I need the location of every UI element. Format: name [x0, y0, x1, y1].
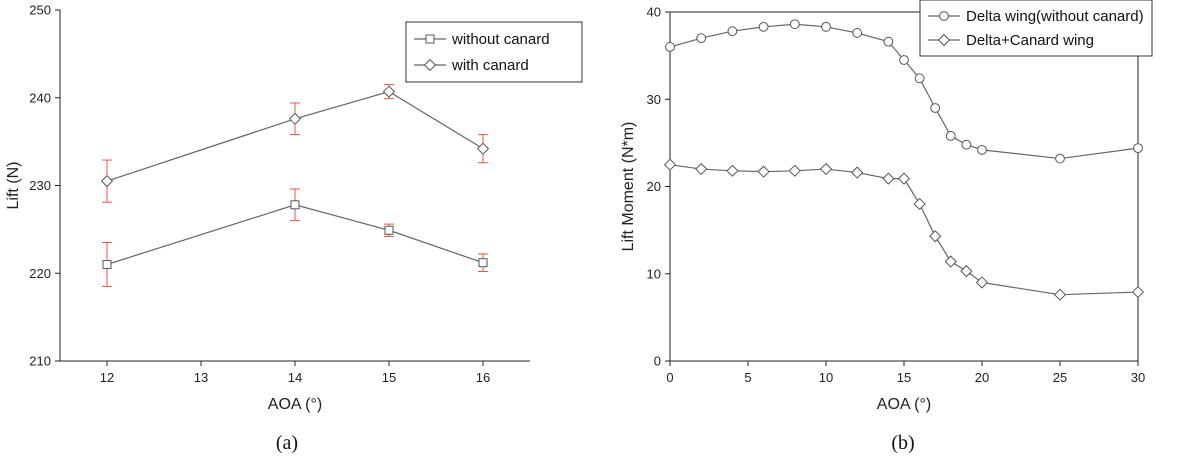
data-point: [914, 73, 925, 84]
data-point: [476, 142, 490, 155]
y-axis-label: Lift Moment (N*m): [620, 122, 637, 252]
legend-marker: [937, 33, 951, 47]
data-point: [960, 265, 973, 278]
x-tick-label: 20: [975, 370, 989, 385]
data-point: [758, 21, 769, 32]
x-tick-label: 15: [897, 370, 911, 385]
data-point: [757, 165, 770, 178]
y-tick-label: 10: [647, 266, 661, 281]
data-point: [1131, 285, 1145, 299]
data-point: [961, 139, 972, 150]
data-point: [100, 175, 114, 188]
data-point: [883, 36, 894, 47]
data-point: [882, 172, 895, 185]
data-point: [1055, 153, 1065, 164]
x-axis-label: AOA (°): [877, 396, 931, 413]
legend-label: Delta wing(without canard): [966, 8, 1144, 25]
legend-label: Delta+Canard wing: [966, 32, 1094, 49]
data-point: [726, 164, 739, 177]
y-tick-label: 250: [29, 3, 51, 18]
y-tick-label: 30: [647, 92, 661, 107]
legend-marker: [939, 11, 949, 21]
data-point: [788, 164, 801, 177]
data-point: [975, 276, 989, 289]
data-point: [727, 26, 738, 37]
series-line: [106, 204, 484, 266]
series-line: [669, 23, 1139, 160]
x-tick-label: 14: [288, 370, 302, 385]
panel-label-b: (b): [891, 432, 914, 454]
data-point: [102, 259, 112, 269]
data-point: [1133, 143, 1143, 154]
legend-box: [405, 21, 583, 83]
data-point: [899, 55, 909, 65]
data-point: [851, 166, 864, 179]
data-point: [977, 144, 987, 155]
data-point: [944, 255, 957, 268]
panel-label-a: (a): [276, 432, 298, 454]
legend-label: with canard: [451, 57, 529, 74]
legend-marker: [423, 58, 437, 72]
y-tick-label: 0: [654, 354, 661, 369]
y-tick-label: 20: [647, 179, 661, 194]
data-point: [290, 200, 300, 210]
data-point: [852, 28, 863, 38]
y-tick-label: 40: [647, 5, 661, 20]
x-tick-label: 30: [1131, 370, 1145, 385]
data-point: [384, 225, 394, 235]
y-axis-label: Lift (N): [5, 162, 22, 210]
data-point: [695, 162, 708, 176]
data-point: [696, 33, 707, 44]
x-axis-label: AOA (°): [268, 396, 322, 413]
legend-box: [919, 0, 1153, 57]
data-point: [929, 230, 942, 243]
data-point: [945, 130, 956, 141]
chart-b: 0 5 10 15 20 25 30 0 10 20 30 40 AOA (°) Lift Moment …: [620, 0, 1153, 413]
y-tick-label: 210: [29, 354, 51, 369]
legend-marker: [425, 34, 435, 44]
y-tick-label: 220: [29, 266, 51, 281]
x-tick-label: 5: [744, 370, 751, 385]
x-tick-label: 25: [1053, 370, 1067, 385]
data-point: [382, 85, 396, 98]
data-point: [913, 197, 926, 211]
x-tick-label: 13: [194, 370, 208, 385]
data-point: [819, 162, 833, 176]
series-line: [106, 90, 484, 182]
data-point: [665, 42, 675, 52]
y-tick-label: 230: [29, 178, 51, 193]
data-point: [789, 19, 800, 30]
data-point: [897, 172, 911, 185]
data-point: [288, 112, 302, 125]
x-tick-label: 16: [476, 370, 490, 385]
data-point: [478, 258, 488, 268]
legend-label: without canard: [451, 31, 550, 48]
data-point: [821, 21, 831, 32]
x-tick-label: 0: [666, 370, 673, 385]
data-point: [930, 103, 941, 113]
y-tick-label: 240: [29, 90, 51, 105]
data-point: [663, 158, 677, 171]
x-tick-label: 12: [100, 370, 114, 385]
x-tick-label: 15: [382, 370, 396, 385]
x-tick-label: 10: [819, 370, 833, 385]
data-point: [1053, 288, 1067, 301]
chart-a: 12 13 14 15 16 210 220 230 240 250 AOA (°) Lift (N)…: [5, 3, 583, 413]
series-line: [669, 164, 1139, 296]
